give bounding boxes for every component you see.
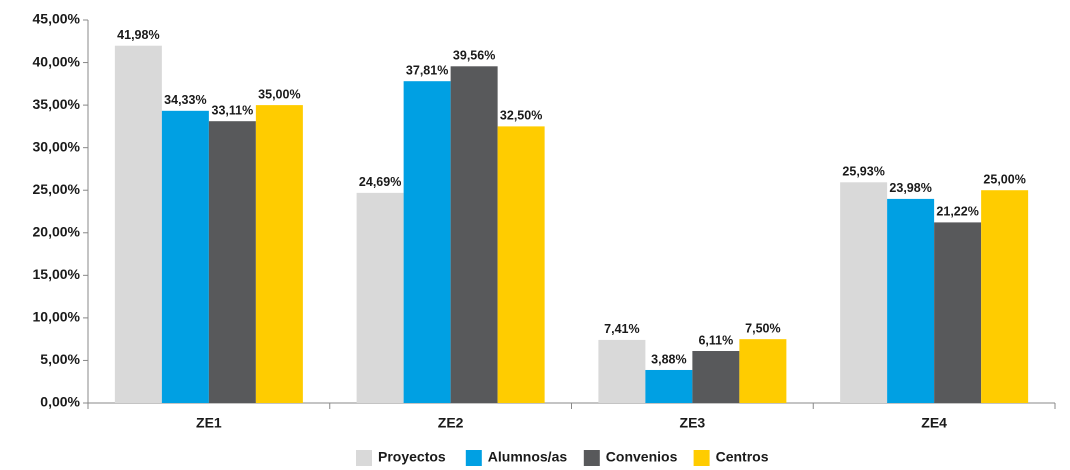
value-label: 23,98% (889, 181, 931, 195)
bar (645, 369, 693, 403)
y-tick-label: 0,00% (40, 394, 80, 410)
x-tick-label: ZE3 (680, 415, 706, 431)
bar (497, 126, 545, 403)
bar (356, 192, 404, 403)
value-label: 33,11% (212, 103, 254, 117)
y-tick-label: 45,00% (33, 11, 81, 27)
value-label: 41,98% (117, 28, 159, 42)
bar (739, 339, 787, 403)
bar (887, 198, 935, 403)
legend-label: Alumnos/as (488, 449, 568, 465)
legend-swatch (583, 450, 600, 466)
legend-label: Proyectos (378, 449, 446, 465)
x-tick-label: ZE1 (196, 415, 222, 431)
x-tick-label: ZE2 (438, 415, 464, 431)
value-label: 32,50% (500, 109, 542, 123)
y-tick-label: 15,00% (33, 266, 81, 282)
value-label: 7,50% (745, 321, 780, 335)
bar (981, 190, 1029, 403)
bar (934, 222, 982, 403)
bar (840, 182, 888, 403)
value-label: 24,69% (359, 175, 401, 189)
bar (598, 339, 646, 403)
bar (403, 81, 451, 403)
legend-label: Convenios (606, 449, 678, 465)
y-tick-label: 30,00% (33, 138, 81, 154)
value-label: 25,93% (842, 165, 884, 179)
x-tick-label: ZE4 (921, 415, 947, 431)
value-label: 21,22% (936, 205, 978, 219)
y-tick-label: 25,00% (33, 181, 81, 197)
value-label: 37,81% (406, 63, 448, 77)
bar (450, 66, 498, 403)
y-tick-label: 20,00% (33, 223, 81, 239)
value-label: 3,88% (651, 352, 686, 366)
legend-swatch (465, 450, 482, 466)
bar (692, 350, 740, 403)
bar (114, 45, 162, 404)
bar (255, 105, 303, 403)
value-label: 34,33% (164, 93, 206, 107)
y-tick-label: 10,00% (33, 309, 81, 325)
value-label: 35,00% (258, 87, 300, 101)
value-label: 6,11% (698, 333, 733, 347)
legend-swatch (356, 450, 372, 466)
y-tick-label: 35,00% (33, 96, 81, 112)
y-tick-label: 40,00% (33, 53, 81, 69)
value-label: 39,56% (453, 49, 495, 63)
bar (208, 121, 256, 403)
legend-swatch (693, 450, 710, 466)
legend-label: Centros (716, 449, 769, 465)
y-tick-label: 5,00% (40, 351, 80, 367)
bar (161, 110, 209, 404)
value-label: 7,41% (604, 322, 639, 336)
value-label: 25,00% (983, 173, 1025, 187)
